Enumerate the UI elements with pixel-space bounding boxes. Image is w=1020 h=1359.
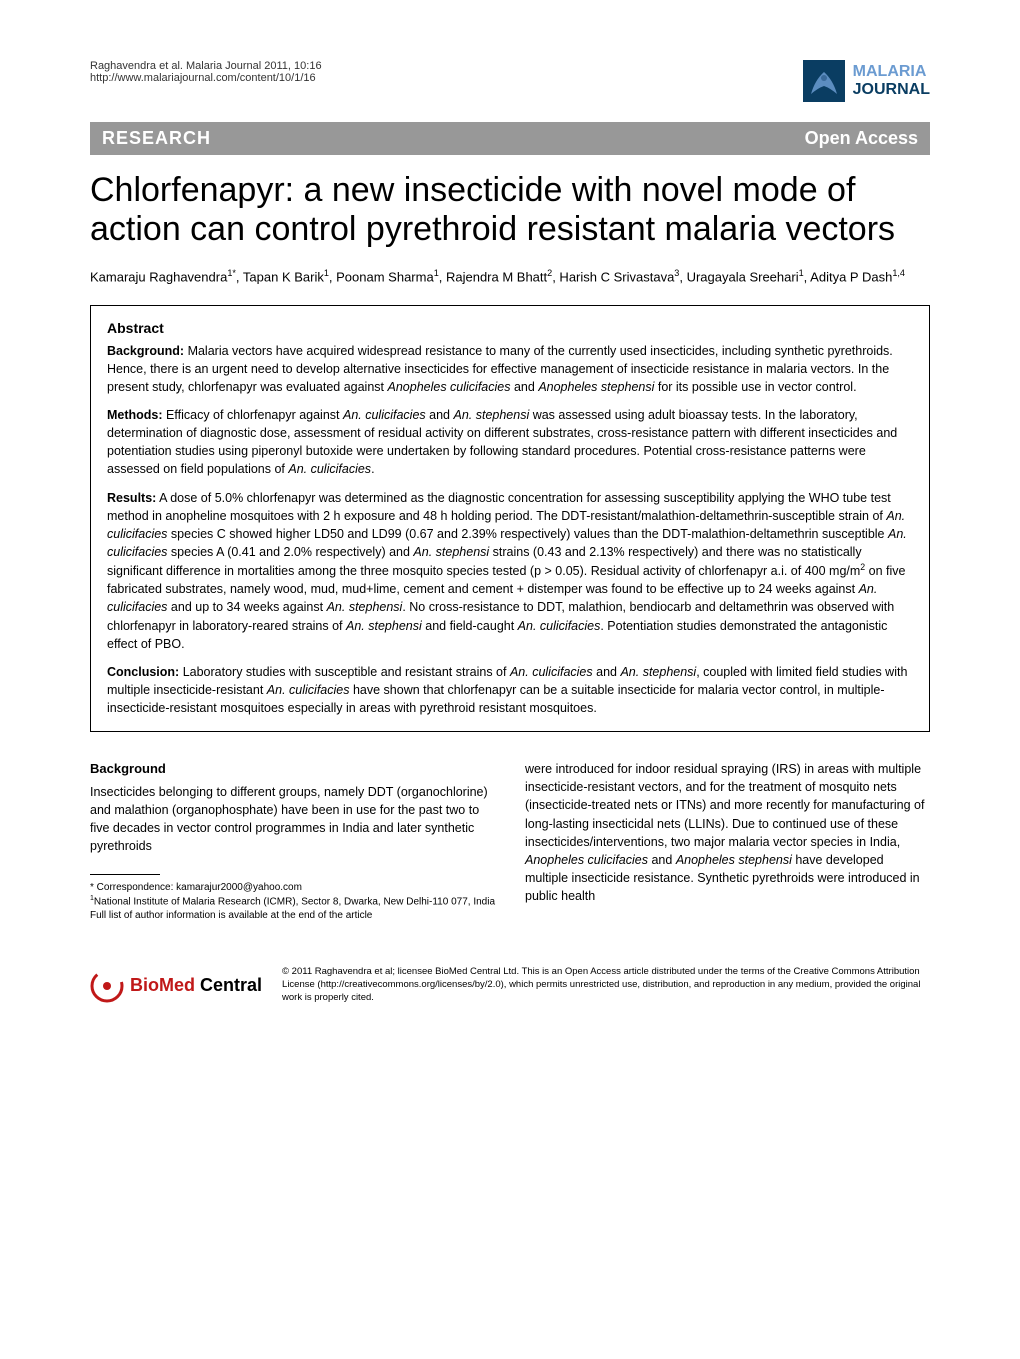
bmc-bio: BioMed <box>130 975 195 995</box>
journal-name-line2: JOURNAL <box>853 81 930 99</box>
journal-logo: MALARIA JOURNAL <box>803 60 930 102</box>
body-columns: Background Insecticides belonging to dif… <box>90 760 930 922</box>
column-left-text: Insecticides belonging to different grou… <box>90 783 495 856</box>
abstract-methods: Methods: Efficacy of chlorfenapyr agains… <box>107 406 913 479</box>
abstract-results: Results: A dose of 5.0% chlorfenapyr was… <box>107 489 913 653</box>
abstract-conclusion-label: Conclusion: <box>107 665 179 679</box>
column-right: were introduced for indoor residual spra… <box>525 760 930 922</box>
abstract-box: Abstract Background: Malaria vectors hav… <box>90 305 930 733</box>
abstract-background-text: Malaria vectors have acquired widespread… <box>107 344 893 394</box>
author-info-footnote: Full list of author information is avail… <box>90 909 495 923</box>
background-heading: Background <box>90 760 495 779</box>
abstract-conclusion-text: Laboratory studies with susceptible and … <box>107 665 907 715</box>
abstract-background: Background: Malaria vectors have acquire… <box>107 342 913 396</box>
correspondence-footnote: * Correspondence: kamarajur2000@yahoo.co… <box>90 881 495 895</box>
abstract-results-text: A dose of 5.0% chlorfenapyr was determin… <box>107 491 907 651</box>
citation-url: http://www.malariajournal.com/content/10… <box>90 72 322 84</box>
malaria-journal-icon <box>803 60 845 102</box>
abstract-methods-label: Methods: <box>107 408 163 422</box>
affiliation-footnote: 1National Institute of Malaria Research … <box>90 894 495 909</box>
page-header: Raghavendra et al. Malaria Journal 2011,… <box>90 60 930 102</box>
biomed-central-logo: BioMed Central <box>90 969 262 1003</box>
abstract-background-label: Background: <box>107 344 184 358</box>
bmc-central: Central <box>195 975 262 995</box>
page-footer: BioMed Central © 2011 Raghavendra et al;… <box>90 952 930 1004</box>
article-type-banner: RESEARCH Open Access <box>90 122 930 155</box>
journal-name: MALARIA JOURNAL <box>853 63 930 98</box>
citation-line1: Raghavendra et al. Malaria Journal 2011,… <box>90 60 322 72</box>
abstract-heading: Abstract <box>107 320 913 336</box>
biomed-central-name: BioMed Central <box>130 975 262 996</box>
footnote-separator <box>90 874 160 875</box>
journal-name-line1: MALARIA <box>853 63 930 81</box>
citation-block: Raghavendra et al. Malaria Journal 2011,… <box>90 60 322 84</box>
abstract-methods-text: Efficacy of chlorfenapyr against An. cul… <box>107 408 897 476</box>
abstract-conclusion: Conclusion: Laboratory studies with susc… <box>107 663 913 717</box>
column-right-text: were introduced for indoor residual spra… <box>525 760 930 905</box>
article-type-label: RESEARCH <box>102 128 211 149</box>
license-text: © 2011 Raghavendra et al; licensee BioMe… <box>282 966 930 1004</box>
article-title: Chlorfenapyr: a new insecticide with nov… <box>90 171 930 249</box>
authors-list: Kamaraju Raghavendra1*, Tapan K Barik1, … <box>90 267 930 287</box>
abstract-results-label: Results: <box>107 491 156 505</box>
open-access-label: Open Access <box>805 128 918 149</box>
column-left: Background Insecticides belonging to dif… <box>90 760 495 922</box>
biomed-central-icon <box>90 969 124 1003</box>
